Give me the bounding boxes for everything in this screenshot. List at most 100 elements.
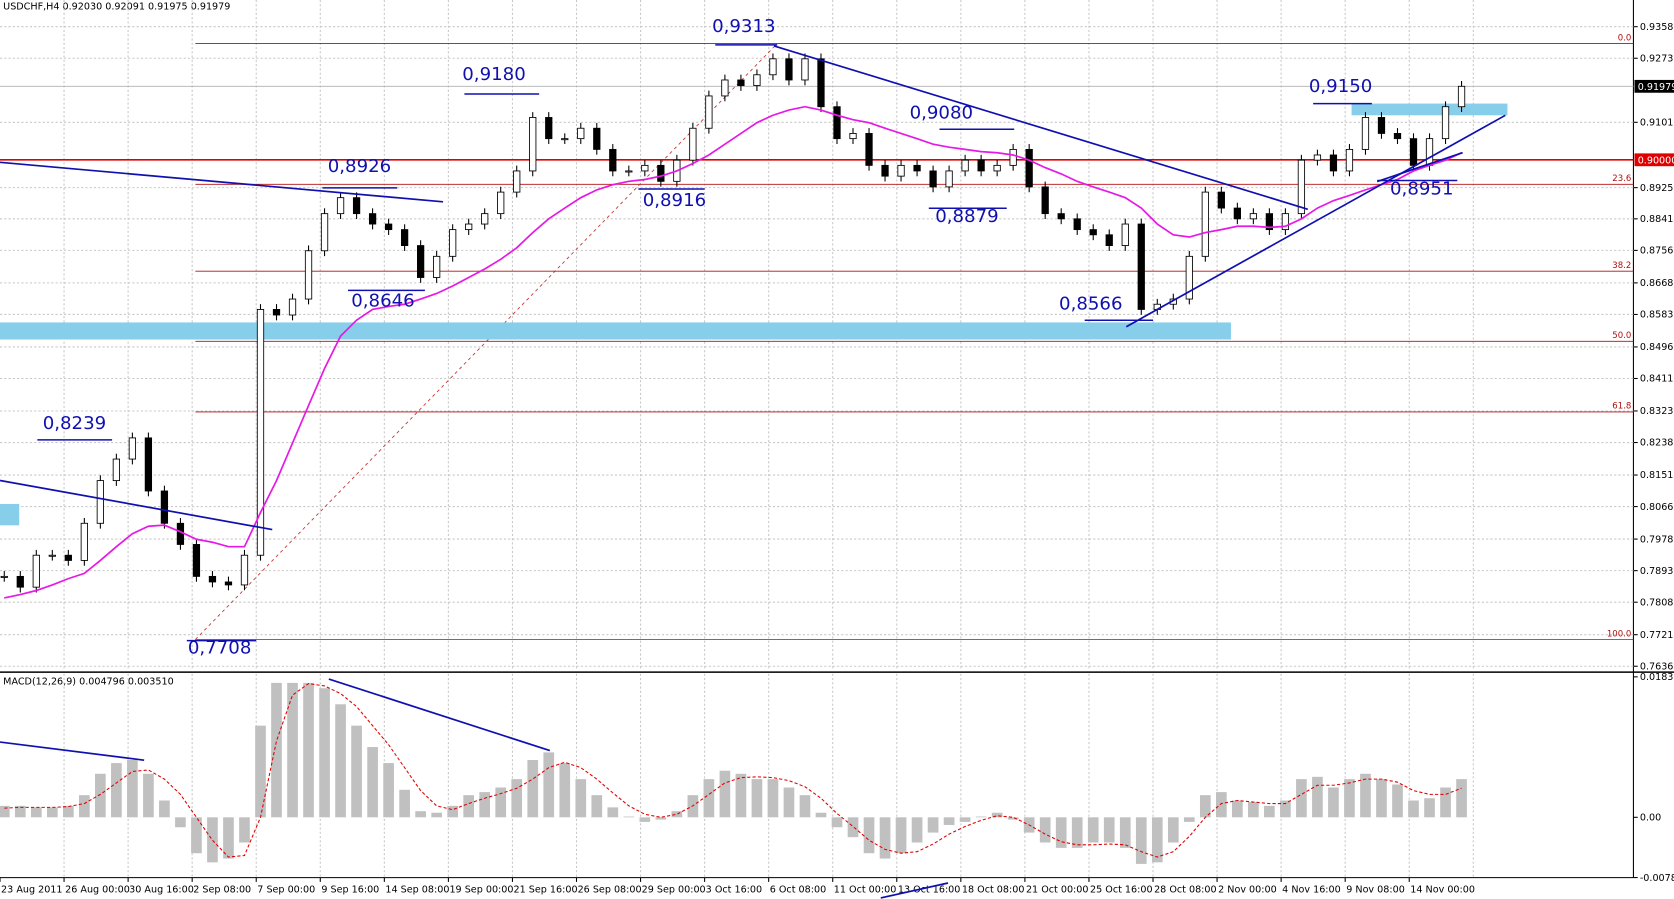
macd-bar [351, 725, 362, 818]
candle-body [785, 58, 793, 81]
macd-bar [255, 725, 266, 818]
macd-bar [1167, 817, 1179, 843]
annotation: 0,8951 [1390, 178, 1453, 199]
macd-bar [223, 817, 234, 859]
macd-bar [1119, 817, 1131, 848]
x-tick-label: 7 Sep 00:00 [257, 885, 315, 896]
annotation: 0,8566 [1059, 294, 1122, 315]
macd-bar [1039, 817, 1051, 843]
support-zone [1351, 103, 1508, 116]
macd-bar [879, 817, 891, 859]
macd-bar [767, 779, 779, 818]
annotation: 0,9313 [712, 16, 775, 37]
macd-bar [623, 816, 635, 818]
macd-bar [1071, 817, 1083, 848]
candle-body [304, 250, 313, 300]
x-tick-label: 18 Oct 08:00 [962, 885, 1025, 896]
y-tick-label: 0.93585 [1640, 22, 1674, 33]
macd-bar [607, 807, 619, 818]
candle-body [128, 437, 137, 460]
macd-bar [383, 763, 394, 818]
y-tick-label: 0.78085 [1640, 597, 1674, 608]
candle-body [1121, 223, 1129, 246]
macd-bar [1440, 787, 1451, 818]
candle-body [865, 133, 873, 166]
candle-body [1393, 133, 1402, 140]
x-tick-label: 4 Nov 16:00 [1282, 885, 1341, 896]
candle-body [1377, 117, 1386, 134]
macd-bar [271, 682, 282, 818]
macd-bar [1215, 792, 1227, 818]
candle-body [1185, 255, 1193, 300]
macd-bar [287, 682, 298, 818]
macd-bar [719, 770, 731, 818]
candle-body [449, 229, 457, 257]
candle-body [1265, 213, 1274, 231]
x-tick-label: 30 Aug 16:00 [129, 885, 194, 896]
candle-body [1233, 207, 1241, 220]
x-tick-label: 9 Nov 08:00 [1346, 885, 1405, 896]
macd-bar [1376, 779, 1387, 818]
x-tick-label: 19 Sep 00:00 [449, 885, 513, 896]
candle-body [1201, 191, 1209, 257]
candle-body [368, 213, 377, 225]
macd-bar [1296, 779, 1307, 818]
y-tick-label: 0.78935 [1640, 566, 1674, 577]
candle-body [577, 127, 585, 140]
macd-bar [1456, 779, 1467, 818]
candle-body [1425, 138, 1434, 166]
candle-body [1041, 186, 1049, 215]
candle-body [240, 554, 249, 586]
macd-bar [799, 795, 811, 818]
fib-label: 0.0 [1618, 33, 1632, 43]
macd-bar [543, 752, 555, 818]
support-zone [0, 503, 20, 526]
macd-bar [431, 812, 442, 818]
annotation: 0,9180 [462, 64, 525, 85]
macd-bar [319, 688, 330, 818]
candle-body [224, 581, 233, 586]
y-tick-label: 0.85835 [1640, 310, 1674, 321]
candle-body [497, 191, 505, 215]
x-tick-label: 23 Aug 2011 [1, 885, 62, 896]
macd-bar [559, 763, 571, 818]
macd-bar [143, 773, 154, 818]
x-tick-label: 29 Sep 00:00 [642, 885, 706, 896]
candle-body [1137, 223, 1145, 310]
macd-bar [975, 816, 987, 818]
candle-body [400, 229, 409, 246]
candle-body [753, 74, 761, 86]
macd-bar [0, 805, 10, 818]
trend-line [0, 161, 444, 203]
annotation: 0,8926 [328, 156, 391, 177]
macd-bar [95, 773, 106, 818]
trend-line [1125, 114, 1506, 328]
candle-body [513, 170, 521, 193]
x-tick-label: 2 Sep 08:00 [193, 885, 251, 896]
macd-bar [511, 779, 523, 818]
macd-bar [127, 760, 138, 818]
candle-body [1089, 229, 1097, 236]
candle-body [144, 437, 153, 492]
macd-bar [735, 773, 747, 818]
x-tick-label: 26 Aug 00:00 [65, 885, 130, 896]
macd-signal [4, 683, 1462, 858]
candle-body [336, 197, 345, 215]
candle-body [721, 79, 729, 97]
support-zone [0, 322, 1231, 340]
x-tick-label: 11 Oct 00:00 [834, 885, 897, 896]
macd-bar [1248, 802, 1259, 818]
macd-bar [639, 817, 651, 822]
annotation: 0,7708 [188, 637, 251, 658]
candle-body [1025, 148, 1033, 188]
macd-bar [911, 817, 923, 843]
trend-line [328, 678, 551, 752]
macd-bar [895, 817, 907, 854]
candle-body [433, 255, 441, 278]
candle-body [16, 575, 24, 588]
candle-body [1217, 191, 1225, 209]
macd-bar [367, 747, 378, 818]
